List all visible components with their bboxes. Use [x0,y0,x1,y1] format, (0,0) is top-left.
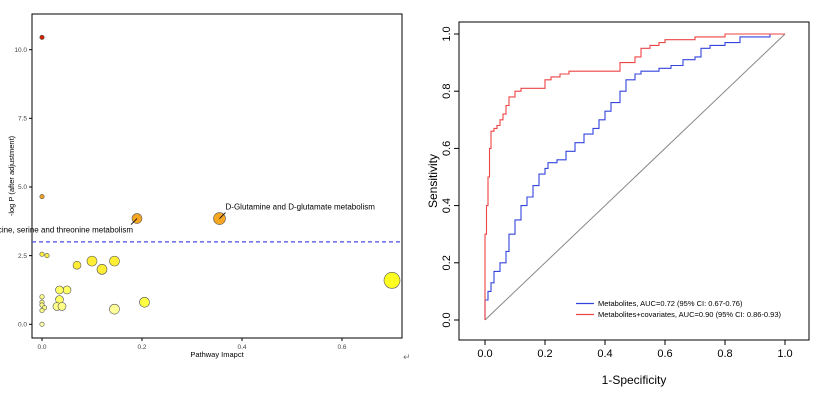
annotation-leader-line [130,218,138,225]
roc-curve-chart: 0.0 0.2 0.4 0.6 0.8 1.0 0.0 0.2 0.4 0.6 0.8 1.0 Me… [426,21,810,387]
right-y-tick-label: 0.2 [441,255,453,270]
pathway-point [109,303,120,315]
pathway-point [44,253,50,259]
right-y-tick-label: 0.8 [441,84,453,99]
right-y-tick-label: 0.0 [441,312,453,327]
right-x-axis-label: 1-Specificity [602,373,667,387]
right-x-tick-label: 0.6 [657,348,672,360]
roc-diagonal-line [484,33,786,321]
left-x-axis-ticks: 0.0 0.2 0.4 0.6 [37,338,347,351]
pathway-point [55,285,64,295]
pathway-point [39,308,45,314]
right-x-tick-label: 0.8 [717,348,732,360]
left-y-tick-label: 0.0 [18,321,27,328]
left-y-tick-label: 5.0 [18,184,27,191]
pathway-point [39,194,45,200]
left-y-axis-ticks: 0.0 2.5 5.0 7.5 10.0 [14,47,32,328]
roc-curve-metabolites [484,33,785,320]
left-y-tick-label: 7.5 [18,116,27,123]
left-y-tick-label: 2.5 [18,253,27,260]
left-x-axis-label: Pathway Imapct [190,350,244,359]
pathway-point [39,251,45,257]
legend-label: Metabolites+covariates, AUC=0.90 (95% CI… [598,310,782,319]
right-x-tick-label: 0.2 [537,348,552,360]
pathway-point [62,285,72,295]
left-x-tick-label: 0.2 [137,344,146,351]
legend-label: Metabolites, AUC=0.72 (95% CI: 0.67-0.76… [598,299,743,308]
pathway-point [139,297,150,308]
right-y-tick-label: 1.0 [441,26,453,41]
return-arrow-icon: ↵ [403,352,411,362]
roc-legend: Metabolites, AUC=0.72 (95% CI: 0.67-0.76… [576,299,782,319]
pathway-point [39,34,45,40]
left-plot-frame [31,13,403,339]
right-y-tick-label: 0.6 [441,141,453,156]
pathway-point [109,255,120,267]
pathway-point [57,302,67,311]
pathway-point [39,294,45,300]
right-plot-frame [458,21,810,341]
left-y-tick-label: 10.0 [14,47,27,54]
right-x-tick-label: 0.4 [597,348,612,360]
right-x-tick-label: 1.0 [777,348,792,360]
pathway-annotations: D-Glutamine and D-glutamate metabolism Gl… [0,203,375,235]
annotation-glycine: Glycine, serine and threonine metabolism [0,226,133,235]
left-y-axis-label: -log P (after adjustment) [7,135,16,216]
pathway-impact-chart: 0.0 0.2 0.4 0.6 0.0 2.5 5.0 7.5 10.0 D-Glutamin… [0,13,403,359]
pathway-point [39,321,45,327]
right-x-axis-ticks: 0.0 0.2 0.4 0.6 0.8 1.0 [477,340,793,360]
pathway-point [72,260,82,270]
pathway-points [39,34,401,327]
roc-series [484,33,785,320]
roc-curve-metabolites-covariates [484,33,785,320]
left-x-tick-label: 0.0 [37,344,46,351]
annotation-leader-line [219,212,226,219]
pathway-point [96,264,108,275]
left-x-tick-label: 0.4 [237,344,246,351]
right-y-axis-label: Sensitivity [426,154,440,208]
left-x-tick-label: 0.6 [337,344,346,351]
right-x-tick-label: 0.0 [477,348,492,360]
annotation-d-glutamine: D-Glutamine and D-glutamate metabolism [226,203,376,212]
right-y-tick-label: 0.4 [441,198,453,213]
reference-diagonal [484,33,786,321]
pathway-point [383,272,401,289]
pathway-point [86,255,98,267]
right-y-axis-ticks: 0.0 0.2 0.4 0.6 0.8 1.0 [441,26,459,328]
